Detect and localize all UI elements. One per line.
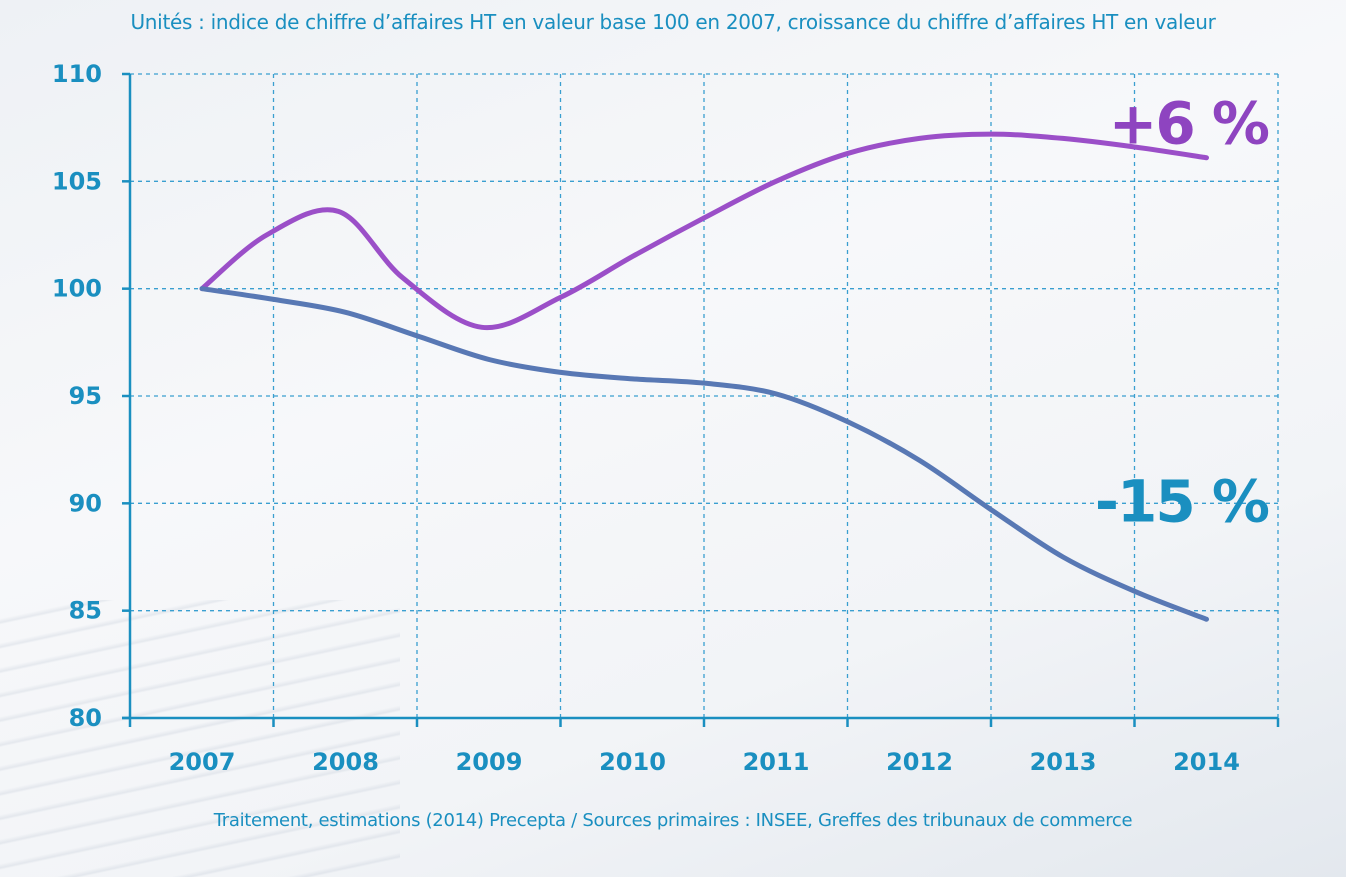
x-tick-label: 2010 [599,748,666,776]
source-note: Traitement, estimations (2014) Precepta … [213,810,1133,831]
x-tick-label: 2012 [886,748,953,776]
x-tick-label: 2013 [1030,748,1097,776]
y-tick-label: 100 [52,275,102,303]
y-tick-label: 105 [52,167,102,195]
series-line-purple [199,131,1209,331]
x-tick-label: 2007 [169,748,236,776]
x-tick-labels: 2007 2008 2009 2010 2011 2012 2013 2014 [169,748,1240,776]
y-tick-labels: 80 85 90 95 100 105 110 [52,60,102,732]
end-label-blue: -15 % [1095,467,1269,535]
y-tick-label: 90 [69,489,102,517]
series-line-blue [199,286,1209,622]
end-label-purple: +6 % [1109,90,1269,158]
series-annotations: +6 % -15 % [1095,90,1271,536]
x-tick-label: 2009 [456,748,523,776]
axes [122,72,1280,727]
y-tick-label: 80 [69,704,102,732]
y-tick-label: 95 [69,382,102,410]
x-tick-label: 2008 [312,748,379,776]
y-tick-label: 85 [69,597,102,625]
x-tick-label: 2011 [743,748,810,776]
gridlines [130,73,1279,718]
series-lines [199,131,1209,622]
y-tick-label: 110 [52,60,102,88]
units-caption: Unités : indice de chiffre d’affaires HT… [130,10,1216,34]
x-tick-label: 2014 [1173,748,1240,776]
